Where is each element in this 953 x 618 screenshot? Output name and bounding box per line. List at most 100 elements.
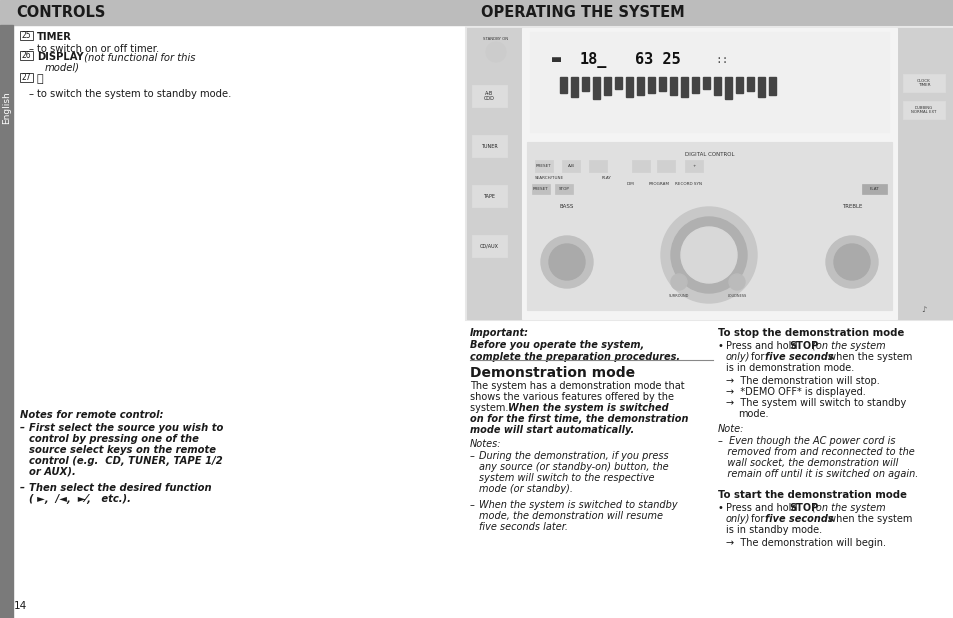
Text: +: + (692, 164, 695, 168)
Text: BASS: BASS (559, 204, 574, 209)
Text: when the system: when the system (824, 514, 911, 524)
Text: SURROUND: SURROUND (668, 294, 688, 298)
Bar (0, 25, 13, 618)
Text: is in standby mode.: is in standby mode. (725, 525, 821, 535)
Text: TAPE: TAPE (482, 193, 495, 198)
Bar (467, 28, 521, 319)
Text: A-B: A-B (567, 164, 574, 168)
Circle shape (680, 227, 737, 283)
Text: CLOCK
TIMER: CLOCK TIMER (916, 78, 930, 87)
Text: ( ►,  /◄,  ►⁄,   etc.).: ( ►, /◄, ►⁄, etc.). (29, 494, 131, 504)
Text: 27: 27 (22, 73, 31, 82)
Bar (647, 77, 655, 93)
Bar (702, 77, 709, 89)
Text: on for the first time, the demonstration: on for the first time, the demonstration (470, 414, 688, 424)
Bar (559, 77, 566, 93)
Bar (669, 77, 677, 95)
Text: –: – (29, 89, 34, 99)
Text: mode.: mode. (738, 409, 768, 419)
Bar (472, 185, 506, 207)
Bar (637, 77, 643, 95)
Text: STOP: STOP (788, 341, 818, 351)
Bar (588, 160, 606, 172)
Bar (581, 77, 588, 91)
Text: –: – (20, 483, 25, 493)
Text: control (e.g.  CD, TUNER, TAPE 1/2: control (e.g. CD, TUNER, TAPE 1/2 (29, 456, 222, 466)
Circle shape (833, 244, 869, 280)
Bar (862, 184, 886, 194)
Text: remain off until it is switched on again.: remain off until it is switched on again… (718, 469, 918, 479)
Bar (20, 73, 33, 82)
Bar (0, 0, 953, 25)
Text: –: – (29, 44, 34, 54)
Bar (735, 77, 742, 93)
Text: only): only) (725, 514, 750, 524)
Text: During the demonstration, if you press: During the demonstration, if you press (478, 451, 668, 461)
Text: •: • (718, 503, 723, 513)
Bar (680, 77, 687, 97)
Bar (530, 32, 888, 132)
Circle shape (670, 217, 746, 293)
Text: 18_: 18_ (579, 52, 607, 68)
Bar (571, 77, 578, 97)
Text: →  *DEMO OFF* is displayed.: → *DEMO OFF* is displayed. (725, 387, 864, 397)
Text: for: for (747, 514, 767, 524)
Bar (615, 77, 621, 89)
Text: DIM: DIM (626, 182, 634, 186)
Text: TIMER: TIMER (37, 32, 71, 42)
Text: complete the preparation procedures.: complete the preparation procedures. (470, 352, 679, 362)
Text: model): model) (45, 63, 80, 73)
Text: wall socket, the demonstration will: wall socket, the demonstration will (718, 458, 898, 468)
Text: –: – (20, 423, 25, 433)
Text: TREBLE: TREBLE (841, 204, 862, 209)
Circle shape (485, 42, 505, 62)
Text: only): only) (725, 352, 750, 362)
Text: five seconds later.: five seconds later. (478, 522, 567, 532)
Text: –  Even though the AC power cord is: – Even though the AC power cord is (718, 436, 895, 446)
Bar (526, 142, 891, 310)
Text: for: for (747, 352, 767, 362)
Bar (631, 160, 649, 172)
Text: English: English (2, 91, 11, 124)
Text: to switch on or off timer.: to switch on or off timer. (37, 44, 159, 54)
Bar (746, 77, 753, 91)
Bar (902, 74, 944, 92)
Text: Before you operate the system,: Before you operate the system, (470, 340, 643, 350)
Text: →  The demonstration will begin.: → The demonstration will begin. (725, 538, 885, 548)
Text: When the system is switched to standby: When the system is switched to standby (478, 500, 677, 510)
Text: To stop the demonstration mode: To stop the demonstration mode (718, 328, 903, 338)
Bar (713, 77, 720, 95)
Bar (472, 135, 506, 157)
Circle shape (660, 207, 757, 303)
Text: five seconds: five seconds (764, 352, 833, 362)
Text: ::: :: (714, 55, 728, 65)
Text: system.: system. (470, 403, 514, 413)
Text: 14: 14 (14, 601, 28, 611)
Bar (521, 28, 896, 319)
Bar (691, 77, 699, 93)
Text: 26: 26 (22, 51, 31, 60)
Text: ■■: ■■ (552, 56, 561, 64)
Bar (625, 77, 633, 97)
Text: DUBBING
NORMAL EXT: DUBBING NORMAL EXT (910, 106, 936, 114)
Text: →  The demonstration will stop.: → The demonstration will stop. (725, 376, 879, 386)
Text: mode (or standby).: mode (or standby). (478, 484, 573, 494)
Text: STOP: STOP (788, 503, 818, 513)
Text: STANDBY ON: STANDBY ON (483, 37, 508, 41)
Text: mode, the demonstration will resume: mode, the demonstration will resume (478, 511, 662, 521)
Text: CD/AUX: CD/AUX (479, 243, 498, 248)
Text: to switch the system to standby mode.: to switch the system to standby mode. (37, 89, 232, 99)
Text: shows the various features offered by the: shows the various features offered by th… (470, 392, 673, 402)
Text: PLAY: PLAY (601, 176, 611, 180)
Text: FLAT: FLAT (869, 187, 879, 191)
Text: (on the system: (on the system (808, 341, 884, 351)
Text: To start the demonstration mode: To start the demonstration mode (718, 490, 906, 500)
Text: TUNER: TUNER (480, 143, 497, 148)
Text: PRESET: PRESET (533, 187, 548, 191)
Text: Press and hold: Press and hold (725, 503, 800, 513)
Text: The system has a demonstration mode that: The system has a demonstration mode that (470, 381, 684, 391)
Circle shape (911, 283, 935, 307)
Text: →  The system will switch to standby: → The system will switch to standby (725, 398, 905, 408)
Bar (603, 77, 610, 95)
Bar (561, 160, 579, 172)
